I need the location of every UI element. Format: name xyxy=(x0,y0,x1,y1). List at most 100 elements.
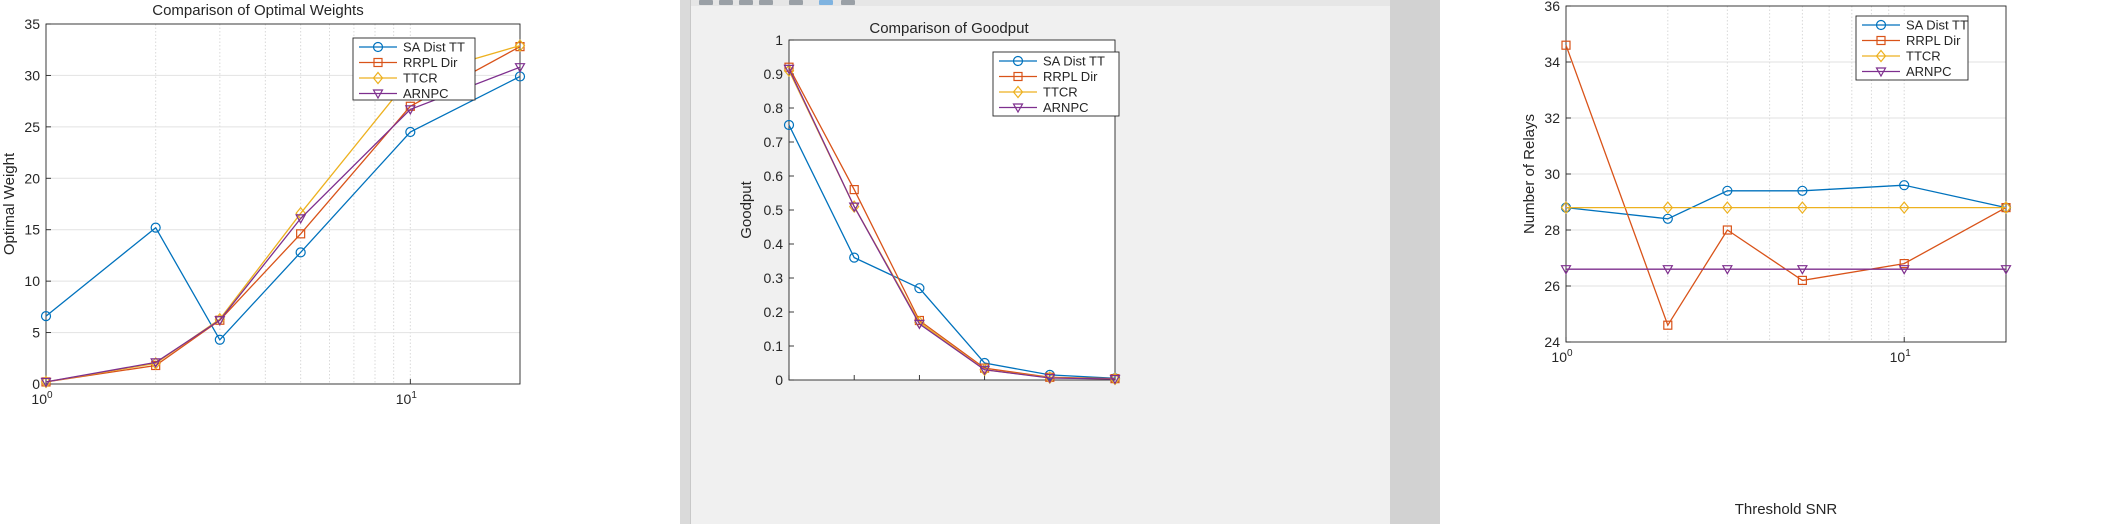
x-tick-exponent: 1 xyxy=(411,390,417,401)
data-point xyxy=(150,358,162,369)
y-tick-label: 26 xyxy=(1544,278,1560,294)
series-2 xyxy=(1560,201,2012,215)
toolbar-icon[interactable] xyxy=(819,0,833,5)
goodput-chart: 0 0.1 0.2 0.3 0.4 0.5 0.6 0.7 0.8 0.9 1 Comparison … xyxy=(738,20,1121,388)
data-point xyxy=(979,365,991,376)
toolbar-icon[interactable] xyxy=(789,0,803,5)
data-point xyxy=(1109,374,1121,385)
legend-marker xyxy=(1875,67,1887,78)
y-axis-label: Goodput xyxy=(738,180,755,238)
legend-label: SA Dist TT xyxy=(1043,54,1105,69)
x-tick-base: 10 xyxy=(1551,349,1567,365)
y-tick-label: 0.1 xyxy=(764,338,784,354)
x-tick-base: 10 xyxy=(1890,349,1906,365)
data-point xyxy=(849,252,860,263)
toolbar-icon[interactable] xyxy=(739,0,753,5)
data-point xyxy=(783,119,795,131)
figure-toolbar[interactable] xyxy=(691,0,1391,6)
legend-label: TTCR xyxy=(403,71,438,86)
toolbar-icon[interactable] xyxy=(699,0,713,5)
y-tick-label: 30 xyxy=(24,67,40,83)
data-point xyxy=(1663,320,1673,330)
y-tick-label: 25 xyxy=(24,119,40,135)
window-separator xyxy=(1390,0,1440,524)
y-tick-label: 36 xyxy=(1544,0,1560,14)
y-tick-label: 30 xyxy=(1544,166,1560,182)
data-point xyxy=(1721,265,1733,275)
legend-label: TTCR xyxy=(1906,49,1941,64)
data-point xyxy=(1898,265,1910,275)
series-3 xyxy=(783,64,1121,385)
data-point xyxy=(2000,265,2012,275)
y-tick-label: 0.3 xyxy=(764,270,784,286)
series-0 xyxy=(40,71,526,345)
series-3 xyxy=(40,63,526,388)
y-tick-label: 24 xyxy=(1544,334,1560,350)
data-point xyxy=(1797,201,1808,215)
y-tick-label: 5 xyxy=(32,325,40,341)
data-point xyxy=(848,202,860,213)
x-tick-label: 100 xyxy=(1551,348,1573,365)
data-point xyxy=(214,334,225,345)
data-point xyxy=(914,283,925,294)
axes-box xyxy=(45,23,521,385)
number-of-relays-figure: 24 26 28 30 32 34 36 100 101 Number of Relays Thre… xyxy=(1440,0,2118,524)
series-line xyxy=(1565,44,2007,327)
x-tick-label: 101 xyxy=(396,390,418,407)
y-tick-label: 34 xyxy=(1544,54,1560,70)
data-point xyxy=(1662,201,1674,215)
data-point xyxy=(1797,275,1807,285)
data-point xyxy=(1044,373,1056,384)
chart-title: Comparison of Optimal Weights xyxy=(152,2,363,19)
series-line xyxy=(45,75,521,341)
data-point xyxy=(1899,259,1909,269)
data-point xyxy=(783,64,795,75)
legend-marker xyxy=(1012,103,1024,114)
series-line xyxy=(788,124,1116,379)
y-tick-label: 1 xyxy=(775,32,783,48)
y-tick-label: 0.5 xyxy=(764,202,784,218)
data-point xyxy=(295,247,306,258)
y-tick-label: 0 xyxy=(32,376,40,392)
legend-marker xyxy=(1876,35,1886,46)
legend-label: RRPL Dir xyxy=(1906,33,1961,48)
legend-marker xyxy=(1012,55,1024,67)
legend-label: RRPL Dir xyxy=(403,55,458,70)
legend-marker xyxy=(373,57,383,68)
toolbar-icon[interactable] xyxy=(759,0,773,5)
data-point xyxy=(1560,265,1572,275)
y-tick-label: 0 xyxy=(775,372,783,388)
data-point xyxy=(913,319,925,330)
legend-marker xyxy=(372,41,384,53)
data-point xyxy=(296,229,306,239)
data-point xyxy=(150,222,161,233)
data-point xyxy=(1560,201,1572,215)
legend-label: ARNPC xyxy=(1043,100,1089,115)
data-point xyxy=(1561,40,1571,50)
y-tick-label: 15 xyxy=(24,222,40,238)
series-line xyxy=(788,68,1116,380)
x-tick-base: 10 xyxy=(396,391,412,407)
legend-label: SA Dist TT xyxy=(1906,18,1968,33)
data-point xyxy=(2000,201,2012,215)
data-point xyxy=(295,214,307,225)
toolbar-icon[interactable] xyxy=(719,0,733,5)
x-tick-label: 101 xyxy=(1890,348,1912,365)
y-tick-label: 10 xyxy=(24,273,40,289)
data-point xyxy=(514,39,526,53)
y-tick-label: 35 xyxy=(24,16,40,32)
y-tick-label: 0.7 xyxy=(764,134,784,150)
data-point xyxy=(405,126,416,138)
legend-marker xyxy=(372,89,384,100)
y-tick-label: 0.4 xyxy=(764,236,784,252)
toolbar-icon[interactable] xyxy=(841,0,855,5)
optimal-weights-figure: 0 5 10 15 20 25 30 35 100 101 Comparison of Optima… xyxy=(0,0,680,524)
x-tick-label: 100 xyxy=(31,390,53,407)
legend-label: TTCR xyxy=(1043,85,1078,100)
legend-label: ARNPC xyxy=(403,86,449,101)
series-3 xyxy=(1560,265,2012,275)
data-point xyxy=(1662,213,1673,224)
